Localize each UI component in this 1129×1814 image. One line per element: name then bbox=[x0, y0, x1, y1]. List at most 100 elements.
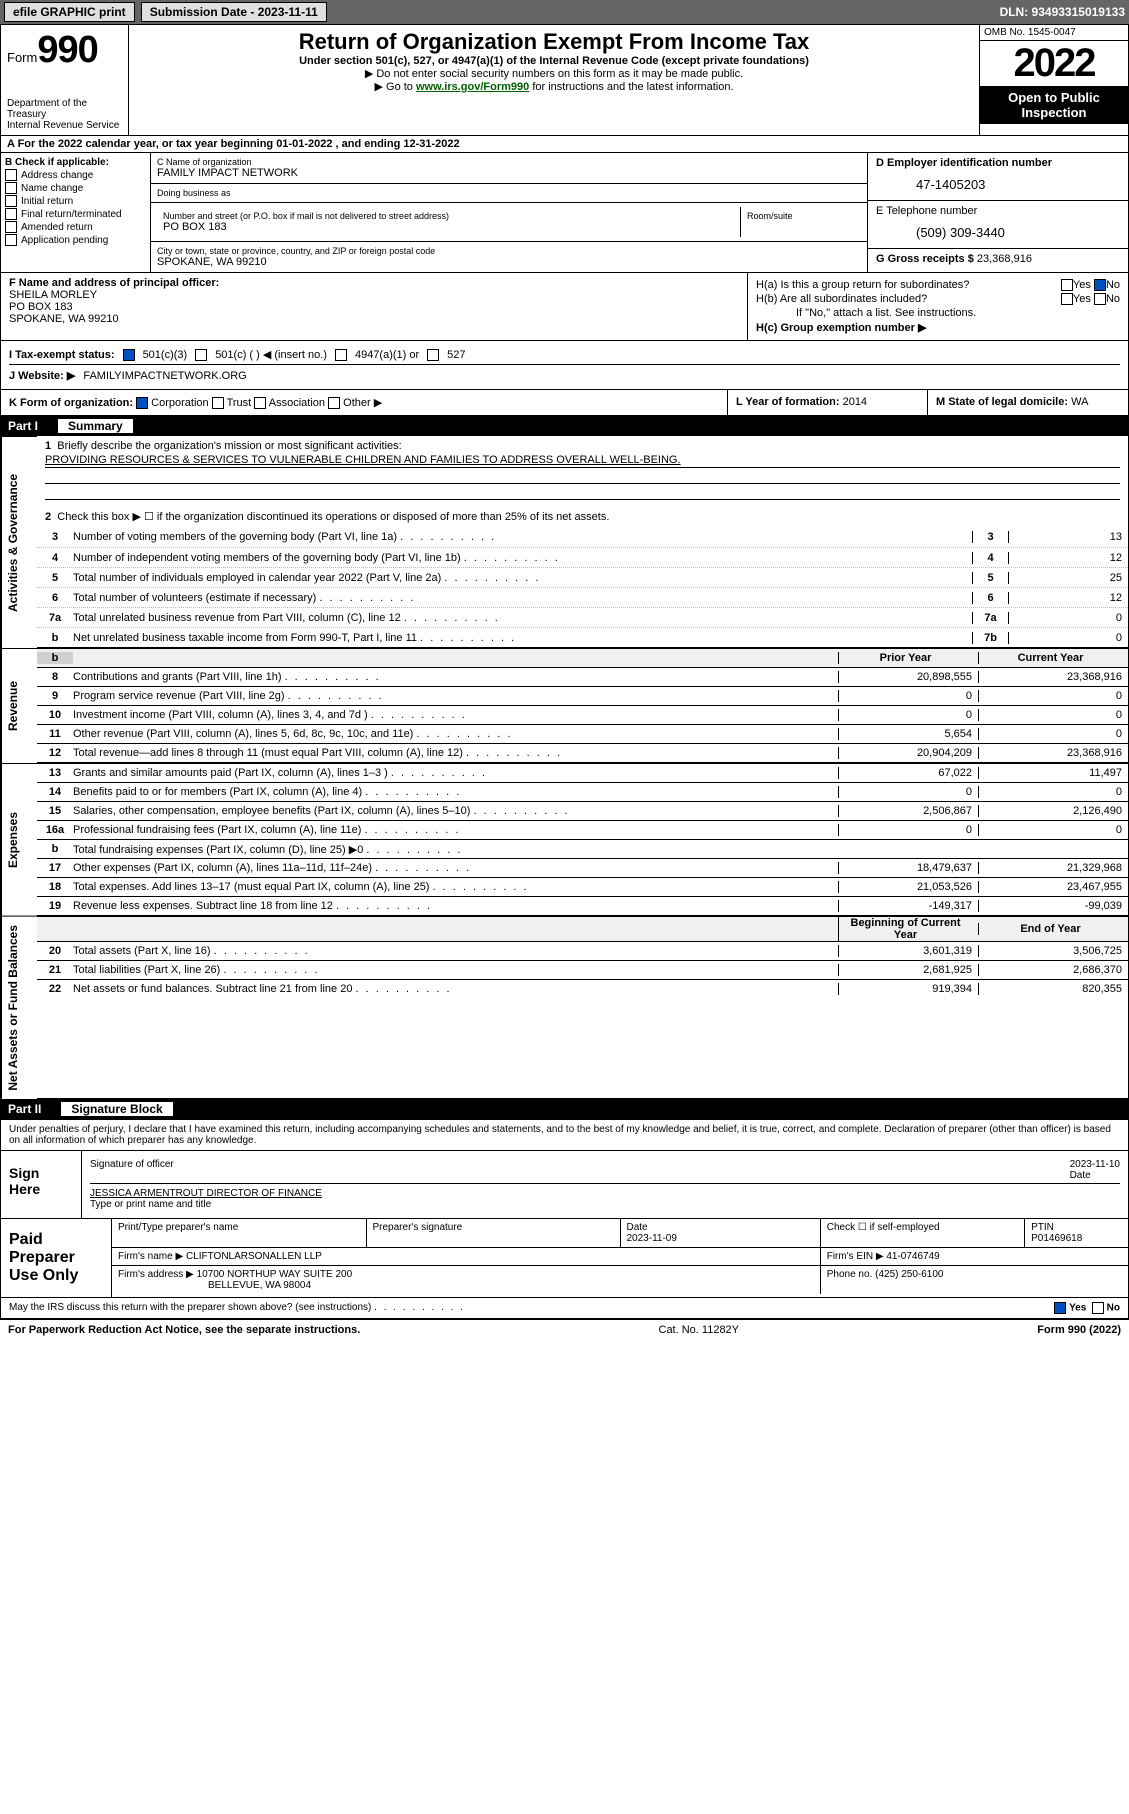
501c3-checkbox[interactable] bbox=[123, 349, 135, 361]
current-year-value: 0 bbox=[978, 690, 1128, 702]
box-h-group: H(a) Is this a group return for subordin… bbox=[748, 273, 1128, 340]
line-value: 12 bbox=[1008, 552, 1128, 564]
discuss-row: May the IRS discuss this return with the… bbox=[1, 1297, 1128, 1318]
part-ii-title: Signature Block bbox=[61, 1102, 172, 1116]
sig-officer-label: Signature of officer bbox=[90, 1159, 174, 1181]
501c-checkbox[interactable] bbox=[195, 349, 207, 361]
line-text: Net assets or fund balances. Subtract li… bbox=[73, 983, 838, 995]
line-num: 13 bbox=[37, 767, 73, 779]
527-checkbox[interactable] bbox=[427, 349, 439, 361]
box-l-label: L Year of formation: bbox=[736, 396, 840, 408]
addr-label: Number and street (or P.O. box if mail i… bbox=[163, 211, 734, 221]
line-rnum: 4 bbox=[972, 552, 1008, 564]
block-k-l-m: K Form of organization: Corporation Trus… bbox=[0, 390, 1129, 416]
current-year-value: 0 bbox=[978, 824, 1128, 836]
discuss-label: May the IRS discuss this return with the… bbox=[9, 1302, 371, 1313]
line-text: Total number of volunteers (estimate if … bbox=[73, 592, 972, 604]
line-num: 20 bbox=[37, 945, 73, 957]
line-num: 5 bbox=[37, 572, 73, 584]
form-word: Form bbox=[7, 50, 37, 65]
form-version: Form 990 (2022) bbox=[1037, 1324, 1121, 1336]
line-num: 4 bbox=[37, 552, 73, 564]
vlabel-revenue: Revenue bbox=[1, 648, 37, 763]
col-prior-year: Beginning of Current Year bbox=[838, 917, 978, 941]
trust-checkbox[interactable] bbox=[212, 397, 224, 409]
form-number-cell: Form990 Department of the Treasury Inter… bbox=[1, 25, 129, 135]
box-g-label: G Gross receipts $ bbox=[876, 253, 974, 265]
prior-year-value: 0 bbox=[838, 786, 978, 798]
assoc-checkbox[interactable] bbox=[254, 397, 266, 409]
omb-number: OMB No. 1545-0047 bbox=[980, 25, 1128, 41]
box-b-opt: Final return/terminated bbox=[21, 209, 122, 220]
perjury-declaration: Under penalties of perjury, I declare th… bbox=[1, 1120, 1128, 1150]
form-subtitle: Under section 501(c), 527, or 4947(a)(1)… bbox=[135, 55, 973, 67]
box-b-checkbox[interactable] bbox=[5, 169, 17, 181]
prior-year-value: 0 bbox=[838, 690, 978, 702]
line-text: Total revenue—add lines 8 through 11 (mu… bbox=[73, 747, 838, 759]
corp-checkbox[interactable] bbox=[136, 397, 148, 409]
box-b-checkbox[interactable] bbox=[5, 221, 17, 233]
box-b-checkbox[interactable] bbox=[5, 234, 17, 246]
officer-addr1: PO BOX 183 bbox=[9, 301, 739, 313]
gross-receipts-value: 23,368,916 bbox=[977, 253, 1032, 265]
h-b-no-checkbox[interactable] bbox=[1094, 293, 1106, 305]
h-a-no-checkbox[interactable] bbox=[1094, 279, 1106, 291]
box-b-checkbox[interactable] bbox=[5, 182, 17, 194]
firm-ein-label: Firm's EIN ▶ bbox=[827, 1251, 884, 1262]
box-b-checkbox[interactable] bbox=[5, 195, 17, 207]
no-label: No bbox=[1106, 279, 1120, 291]
line-value: 0 bbox=[1008, 612, 1128, 624]
header-block-b-to-g: B Check if applicable: Address changeNam… bbox=[0, 153, 1129, 273]
box-f-officer: F Name and address of principal officer:… bbox=[1, 273, 748, 340]
prior-year-value: 21,053,526 bbox=[838, 881, 978, 893]
note-goto-post: for instructions and the latest informat… bbox=[529, 81, 733, 93]
line-text: Total liabilities (Part X, line 26) bbox=[73, 964, 838, 976]
current-year-value: 23,368,916 bbox=[978, 747, 1128, 759]
ptin-value: P01469618 bbox=[1031, 1233, 1082, 1244]
line-text: Number of voting members of the governin… bbox=[73, 531, 972, 543]
city-state-zip: SPOKANE, WA 99210 bbox=[157, 256, 861, 268]
other-checkbox[interactable] bbox=[328, 397, 340, 409]
trust-label: Trust bbox=[227, 397, 252, 409]
line-value: 12 bbox=[1008, 592, 1128, 604]
box-e-label: E Telephone number bbox=[868, 200, 1128, 221]
prior-year-value: 5,654 bbox=[838, 728, 978, 740]
line-text: Net unrelated business taxable income fr… bbox=[73, 632, 972, 644]
irs-form990-link[interactable]: www.irs.gov/Form990 bbox=[416, 81, 529, 93]
prior-year-value: 0 bbox=[838, 709, 978, 721]
line-rnum: 6 bbox=[972, 592, 1008, 604]
officer-addr2: SPOKANE, WA 99210 bbox=[9, 313, 739, 325]
submission-date-button[interactable]: Submission Date - 2023-11-11 bbox=[141, 2, 327, 22]
q2-label: Check this box ▶ ☐ if the organization d… bbox=[57, 511, 609, 523]
topbar: efile GRAPHIC print Submission Date - 20… bbox=[0, 0, 1129, 24]
street-address: PO BOX 183 bbox=[163, 221, 734, 233]
line-num: 19 bbox=[37, 900, 73, 912]
discuss-no-checkbox[interactable] bbox=[1092, 1302, 1104, 1314]
line-value: 13 bbox=[1008, 531, 1128, 543]
part-ii-num: Part II bbox=[8, 1102, 41, 1116]
firm-addr1: 10700 NORTHUP WAY SUITE 200 bbox=[197, 1269, 353, 1280]
current-year-value: 23,467,955 bbox=[978, 881, 1128, 893]
line-text: Total number of individuals employed in … bbox=[73, 572, 972, 584]
line-text: Number of independent voting members of … bbox=[73, 552, 972, 564]
block-f-h: F Name and address of principal officer:… bbox=[0, 273, 1129, 341]
box-b-checkbox[interactable] bbox=[5, 208, 17, 220]
efile-print-button[interactable]: efile GRAPHIC print bbox=[4, 2, 135, 22]
tax-year: 2022 bbox=[980, 41, 1128, 86]
line-num: 12 bbox=[37, 747, 73, 759]
line-num: 15 bbox=[37, 805, 73, 817]
prior-year-value: 2,681,925 bbox=[838, 964, 978, 976]
dln-label: DLN: 93493315019133 bbox=[1000, 5, 1125, 19]
line-text: Salaries, other compensation, employee b… bbox=[73, 805, 838, 817]
form-title: Return of Organization Exempt From Incom… bbox=[135, 29, 973, 55]
pt-sig-label: Preparer's signature bbox=[366, 1219, 620, 1248]
h-a-yes-checkbox[interactable] bbox=[1061, 279, 1073, 291]
discuss-yes-checkbox[interactable] bbox=[1054, 1302, 1066, 1314]
4947-checkbox[interactable] bbox=[335, 349, 347, 361]
h-b-yes-checkbox[interactable] bbox=[1061, 293, 1073, 305]
col-current-year: End of Year bbox=[978, 923, 1128, 935]
discuss-no-label: No bbox=[1107, 1302, 1120, 1313]
current-year-value: 820,355 bbox=[978, 983, 1128, 995]
firm-addr2: BELLEVUE, WA 98004 bbox=[118, 1280, 311, 1291]
line-text: Other expenses (Part IX, column (A), lin… bbox=[73, 862, 838, 874]
